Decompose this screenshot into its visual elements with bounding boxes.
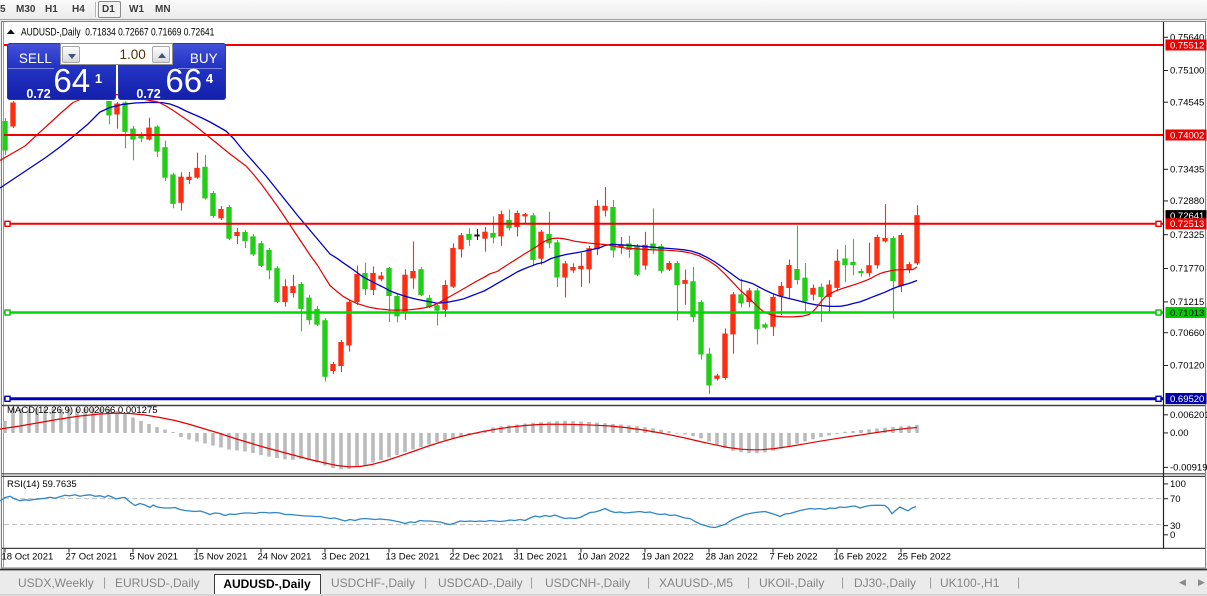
svg-text:15 Nov 2021: 15 Nov 2021	[194, 552, 248, 563]
svg-text:30: 30	[1170, 521, 1181, 532]
svg-text:AUDUSD-,Daily 0.71834 0.72667: AUDUSD-,Daily 0.71834 0.72667 0.71669 0.…	[21, 26, 214, 38]
svg-text:0.74545: 0.74545	[1170, 97, 1204, 108]
svg-text:0.72325: 0.72325	[1170, 230, 1204, 241]
svg-text:70: 70	[1170, 494, 1181, 505]
svg-text:0.71770: 0.71770	[1170, 264, 1204, 275]
svg-text:0.69520: 0.69520	[1170, 394, 1204, 405]
svg-text:MACD(12,26,9) 0.002066 0.00127: MACD(12,26,9) 0.002066 0.001275	[7, 405, 158, 416]
svg-text:0.72880: 0.72880	[1170, 196, 1204, 207]
svg-text:16 Feb 2022: 16 Feb 2022	[834, 552, 887, 563]
svg-text:0.006201: 0.006201	[1170, 410, 1207, 421]
svg-text:0.75640: 0.75640	[1170, 33, 1204, 44]
svg-text:13 Dec 2021: 13 Dec 2021	[386, 552, 440, 563]
svg-text:0.74002: 0.74002	[1170, 130, 1204, 141]
svg-text:0.73435: 0.73435	[1170, 165, 1204, 176]
svg-text:0.71013: 0.71013	[1170, 308, 1204, 319]
svg-text:RSI(14) 59.7635: RSI(14) 59.7635	[7, 479, 77, 490]
svg-text:19 Jan 2022: 19 Jan 2022	[642, 552, 694, 563]
svg-text:100: 100	[1170, 479, 1186, 490]
svg-text:22 Dec 2021: 22 Dec 2021	[450, 552, 504, 563]
svg-text:27 Oct 2021: 27 Oct 2021	[66, 552, 118, 563]
svg-text:0.70120: 0.70120	[1170, 361, 1204, 372]
svg-text:0: 0	[1170, 530, 1175, 541]
svg-text:0.71215: 0.71215	[1170, 297, 1204, 308]
svg-text:24 Nov 2021: 24 Nov 2021	[258, 552, 312, 563]
svg-text:10 Jan 2022: 10 Jan 2022	[578, 552, 630, 563]
svg-text:7 Feb 2022: 7 Feb 2022	[770, 552, 818, 563]
svg-text:0.72513: 0.72513	[1170, 219, 1204, 230]
svg-text:25 Feb 2022: 25 Feb 2022	[898, 552, 951, 563]
svg-text:3 Dec 2021: 3 Dec 2021	[322, 552, 371, 563]
svg-text:31 Dec 2021: 31 Dec 2021	[514, 552, 568, 563]
svg-text:0.75100: 0.75100	[1170, 66, 1204, 77]
svg-text:-0.00919: -0.00919	[1170, 463, 1207, 474]
svg-text:0.75512: 0.75512	[1170, 40, 1204, 51]
svg-text:28 Jan 2022: 28 Jan 2022	[706, 552, 758, 563]
svg-text:0.70660: 0.70660	[1170, 328, 1204, 339]
svg-text:0.72641: 0.72641	[1170, 211, 1204, 222]
svg-text:0.00: 0.00	[1170, 428, 1189, 439]
svg-text:18 Oct 2021: 18 Oct 2021	[2, 552, 54, 563]
svg-text:5 Nov 2021: 5 Nov 2021	[130, 552, 179, 563]
